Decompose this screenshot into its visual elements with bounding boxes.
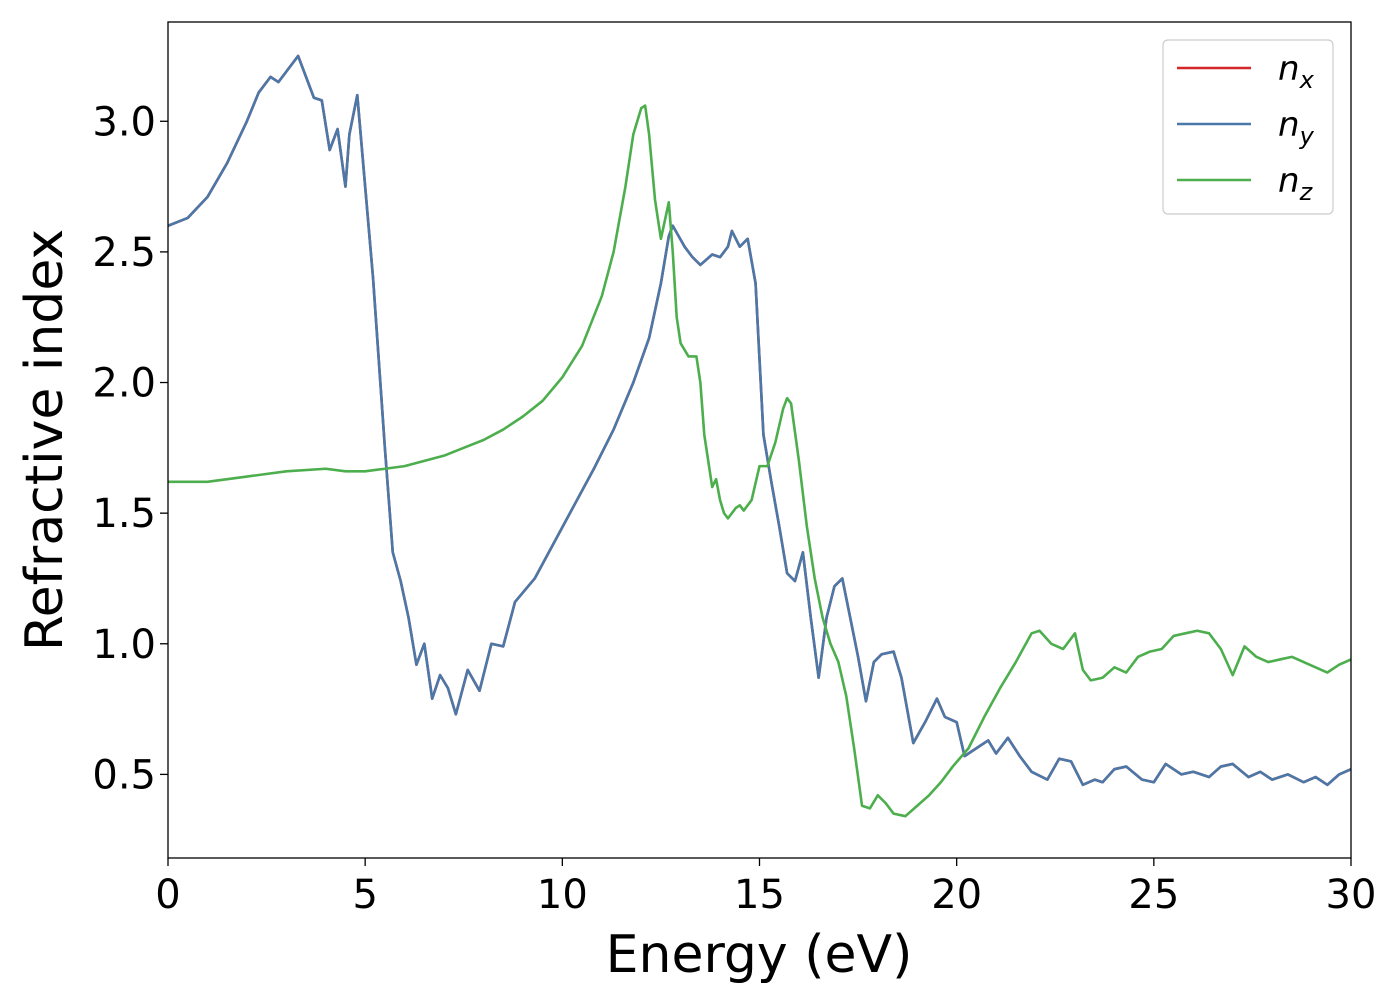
y-axis: 0.5 1.0 1.5 2.0 2.5 3.0 bbox=[92, 99, 168, 798]
x-axis-label: Energy (eV) bbox=[606, 925, 913, 985]
y-tick-label: 2.0 bbox=[92, 361, 156, 407]
series-line-n-z bbox=[168, 104, 1351, 818]
y-tick-label: 0.5 bbox=[92, 752, 156, 798]
legend-label-n-x: nx bbox=[1278, 49, 1315, 94]
x-tick-label: 15 bbox=[734, 872, 785, 918]
legend-label-n-y: ny bbox=[1278, 105, 1315, 150]
series-layer bbox=[168, 54, 1351, 818]
legend-label-n-z: nz bbox=[1278, 161, 1314, 206]
x-tick-label: 5 bbox=[352, 872, 377, 918]
y-tick-label: 1.5 bbox=[92, 491, 156, 537]
x-axis: 0 5 10 15 20 25 30 bbox=[155, 858, 1376, 918]
x-tick-label: 0 bbox=[155, 872, 180, 918]
x-tick-label: 20 bbox=[931, 872, 982, 918]
legend: nx ny nz bbox=[1162, 39, 1334, 215]
x-tick-label: 30 bbox=[1326, 872, 1377, 918]
series-line-n-y bbox=[168, 54, 1351, 787]
legend-box bbox=[1162, 39, 1334, 215]
y-tick-label: 3.0 bbox=[92, 99, 156, 145]
x-tick-label: 10 bbox=[537, 872, 588, 918]
y-tick-label: 2.5 bbox=[92, 230, 156, 276]
y-axis-label: Refractive index bbox=[15, 229, 75, 651]
x-tick-label: 25 bbox=[1128, 872, 1179, 918]
y-tick-label: 1.0 bbox=[92, 622, 156, 668]
